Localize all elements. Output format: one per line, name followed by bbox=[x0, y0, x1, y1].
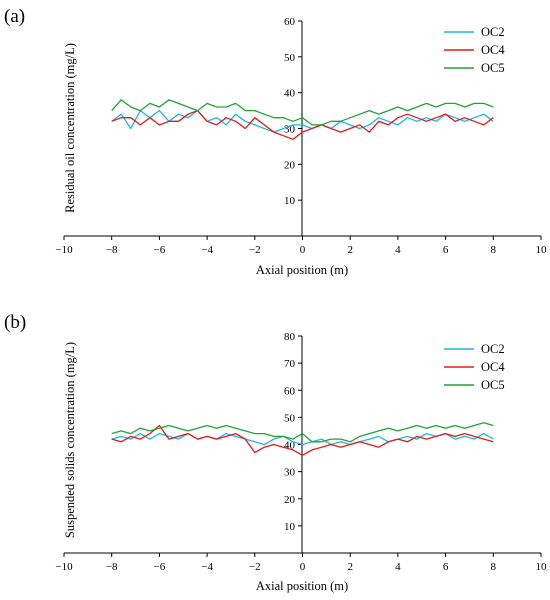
chart-panel-b: (b) −10 −8 −6 −4 −2 0 2 4 6 8 10 1020304050607080 … bbox=[4, 312, 547, 593]
y-ticks-a: 10 20 30 40 50 60 bbox=[284, 16, 302, 207]
x-tick-label: −4 bbox=[201, 561, 213, 573]
x-tick-label: 4 bbox=[395, 244, 401, 256]
legend-label-oc5: OC5 bbox=[481, 61, 505, 75]
y-tick-label: 60 bbox=[284, 385, 296, 397]
series-line-oc2 bbox=[111, 109, 494, 133]
x-tick-label: 2 bbox=[347, 561, 353, 573]
x-tick-label: −8 bbox=[106, 244, 118, 256]
panel-label-a: (a) bbox=[4, 6, 25, 27]
y-tick-label: 20 bbox=[284, 494, 296, 506]
y-tick-label: 40 bbox=[284, 440, 296, 452]
x-tick-label: 2 bbox=[347, 244, 353, 256]
x-tick-label: −6 bbox=[154, 244, 166, 256]
legend-label-oc5: OC5 bbox=[481, 378, 505, 392]
y-tick-label: 30 bbox=[284, 467, 296, 479]
y-tick-label: 10 bbox=[284, 195, 296, 207]
legend-label-oc4: OC4 bbox=[481, 43, 505, 57]
x-axis-title-b: Axial position (m) bbox=[256, 579, 348, 593]
y-tick-label: 50 bbox=[284, 412, 296, 424]
y-tick-label: 50 bbox=[284, 52, 296, 64]
y-tick-label: 30 bbox=[284, 124, 296, 136]
y-ticks-b: 10 20 30 40 50 60 70 80 bbox=[284, 331, 302, 533]
x-tick-label: 8 bbox=[491, 244, 497, 256]
x-axis-title-a: Axial position (m) bbox=[256, 263, 348, 277]
x-tick-label: 0 bbox=[300, 244, 306, 256]
legend-label-oc2: OC2 bbox=[481, 342, 505, 356]
x-tick-label: 8 bbox=[491, 561, 497, 573]
series-line-oc5 bbox=[111, 422, 494, 443]
series-line-oc2 bbox=[111, 432, 494, 446]
x-ticks-a: −10 −8 −6 −4 −2 0 2 4 6 8 10 bbox=[55, 236, 547, 256]
y-axis-title-a: Residual oil concentration (mg/L) bbox=[63, 43, 77, 213]
y-tick-label: 70 bbox=[284, 358, 296, 370]
y-tick-label: 10 bbox=[284, 521, 296, 533]
series-line-oc5 bbox=[111, 99, 494, 126]
x-tick-label: 10 bbox=[536, 561, 548, 573]
series-group-a bbox=[111, 99, 494, 140]
x-tick-label: −10 bbox=[55, 244, 73, 256]
y-tick-label: 60 bbox=[284, 16, 296, 28]
legend-a: OC2 OC4 OC5 bbox=[444, 25, 505, 75]
legend-b: OC2 OC4 OC5 bbox=[444, 342, 505, 392]
y-tick-label: 80 bbox=[284, 331, 296, 343]
panel-label-b: (b) bbox=[4, 312, 26, 333]
chart-panel-a: (a) −10 −8 −6 −4 −2 0 2 4 6 8 10 10 20 30 40 50 60 Axia… bbox=[4, 6, 547, 277]
x-tick-label: 6 bbox=[443, 561, 449, 573]
x-tick-label: 4 bbox=[395, 561, 401, 573]
x-tick-label: 0 bbox=[300, 561, 306, 573]
x-tick-label: 6 bbox=[443, 244, 449, 256]
x-tick-label: 10 bbox=[536, 244, 548, 256]
x-tick-label: −6 bbox=[154, 561, 166, 573]
x-ticks-b: −10 −8 −6 −4 −2 0 2 4 6 8 10 bbox=[55, 553, 547, 573]
x-tick-label: −2 bbox=[249, 561, 261, 573]
x-tick-label: −10 bbox=[55, 561, 73, 573]
x-tick-label: −4 bbox=[201, 244, 213, 256]
x-tick-label: −2 bbox=[249, 244, 261, 256]
x-tick-label: −8 bbox=[106, 561, 118, 573]
legend-label-oc2: OC2 bbox=[481, 25, 505, 39]
series-group-b bbox=[111, 422, 494, 456]
y-tick-label: 20 bbox=[284, 159, 296, 171]
series-line-oc4 bbox=[111, 109, 494, 140]
y-axis-title-b: Suspended solids concentration (mg/L) bbox=[63, 342, 77, 538]
series-line-oc4 bbox=[111, 424, 494, 456]
legend-label-oc4: OC4 bbox=[481, 360, 505, 374]
y-tick-label: 40 bbox=[284, 88, 296, 100]
